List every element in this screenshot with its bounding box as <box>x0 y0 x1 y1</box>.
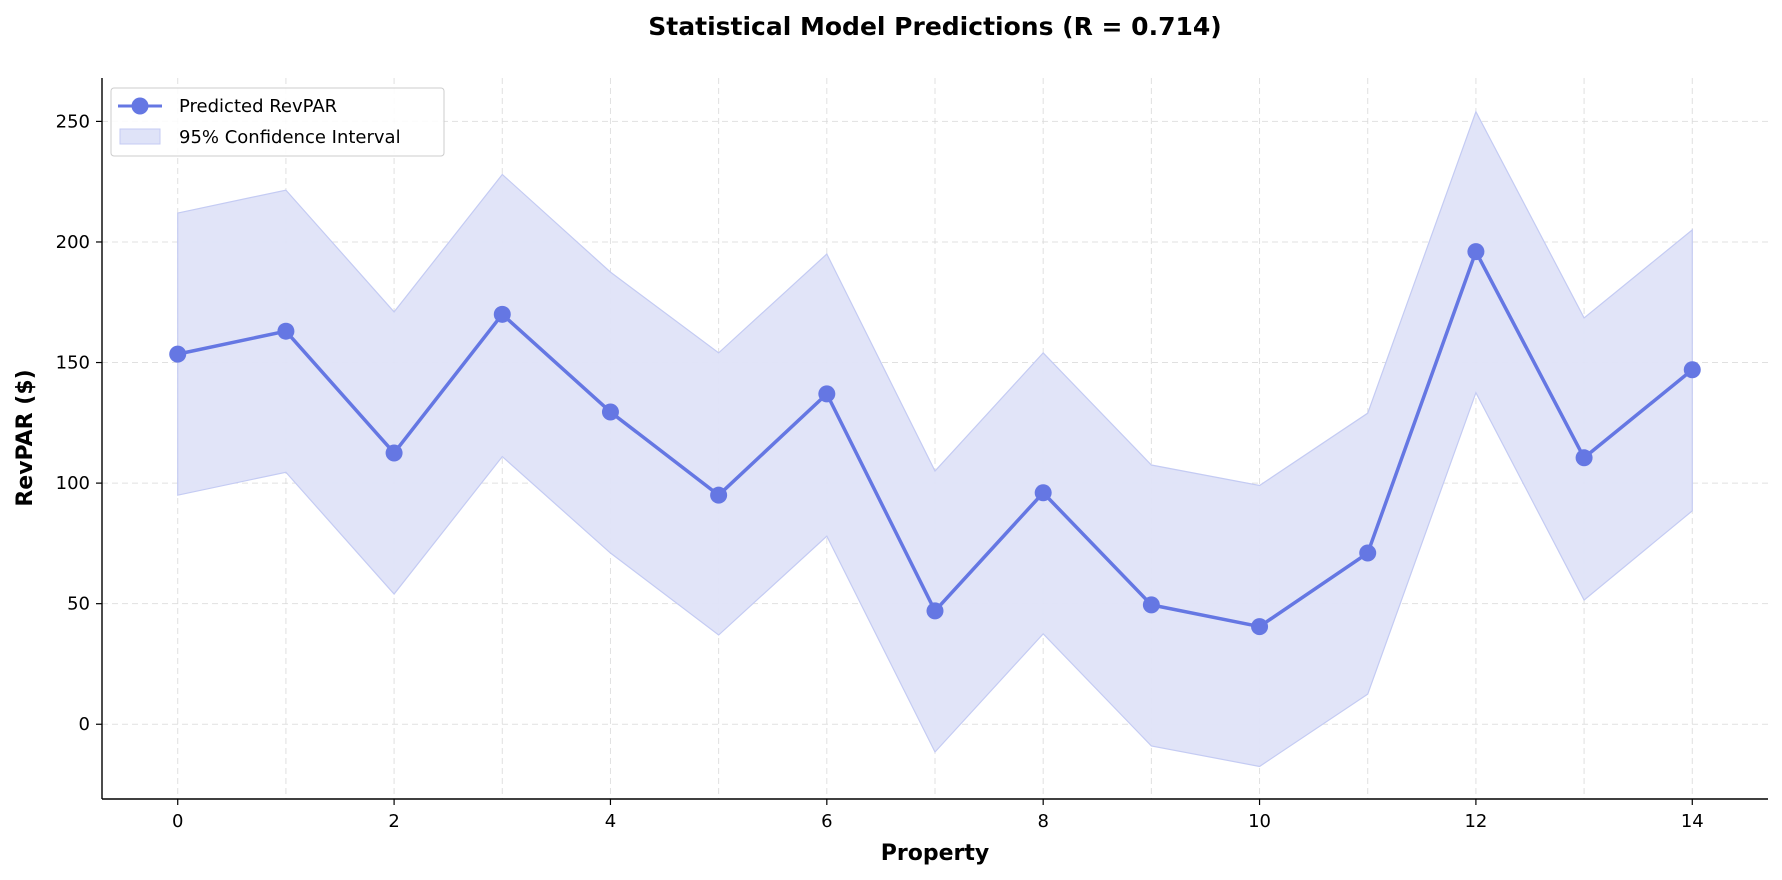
data-point <box>1683 361 1701 379</box>
x-tick-label: 4 <box>605 811 616 832</box>
data-point <box>1467 243 1485 261</box>
y-tick-label: 100 <box>56 473 90 494</box>
x-tick-label: 14 <box>1681 811 1704 832</box>
y-axis-label: RevPAR ($) <box>13 369 38 506</box>
x-tick-label: 10 <box>1248 811 1271 832</box>
data-point <box>1251 618 1269 636</box>
confidence-band-layer <box>177 110 1693 768</box>
x-tick-label: 12 <box>1464 811 1487 832</box>
legend-frame <box>110 87 445 157</box>
prediction-points-layer <box>169 243 1701 636</box>
y-tick-label: 150 <box>56 353 90 374</box>
x-tick-label: 0 <box>172 811 183 832</box>
data-point <box>1359 544 1377 562</box>
y-tick-label: 0 <box>79 714 90 735</box>
data-point <box>493 305 511 323</box>
x-tick-label: 6 <box>821 811 832 832</box>
data-point <box>1575 449 1593 467</box>
data-point <box>818 385 836 403</box>
y-tick-label: 250 <box>56 111 90 132</box>
data-point <box>169 345 187 363</box>
y-ticks: 0 50 100 150 200 250 <box>56 111 102 735</box>
data-point <box>1142 596 1160 614</box>
x-ticks: 0 2 4 6 8 10 12 14 <box>172 799 1704 832</box>
confidence-band <box>177 110 1693 768</box>
y-tick-label: 50 <box>67 594 90 615</box>
chart-title: Statistical Model Predictions (R = 0.714… <box>648 12 1221 41</box>
x-tick-label: 8 <box>1037 811 1048 832</box>
data-point <box>710 486 728 504</box>
data-point <box>601 403 619 421</box>
x-tick-label: 2 <box>388 811 399 832</box>
legend-marker-swatch <box>131 97 149 115</box>
data-point <box>277 322 295 340</box>
legend-label-ci: 95% Confidence Interval <box>179 127 401 148</box>
data-point <box>1034 484 1052 502</box>
legend: Predicted RevPAR 95% Confidence Interval <box>110 87 445 157</box>
y-tick-label: 200 <box>56 232 90 253</box>
data-point <box>385 444 403 462</box>
data-point <box>926 602 944 620</box>
legend-label-predicted: Predicted RevPAR <box>179 96 337 117</box>
legend-band-swatch <box>119 128 161 145</box>
x-axis-label: Property <box>881 841 989 866</box>
